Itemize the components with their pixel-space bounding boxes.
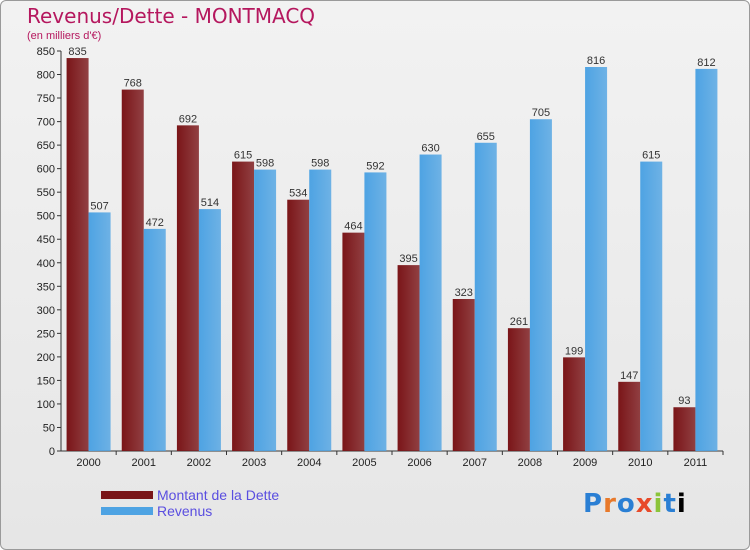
y-tick-label: 250	[37, 328, 55, 340]
debt-bar	[287, 199, 310, 451]
logo-letter: i	[653, 489, 664, 519]
logo-letter: x	[635, 489, 654, 519]
x-tick-label: 2000	[76, 457, 100, 469]
revenue-value-label: 812	[697, 57, 715, 69]
debt-value-label: 199	[565, 345, 583, 357]
debt-value-label: 93	[678, 395, 690, 407]
y-tick-label: 600	[37, 164, 55, 176]
revenue-bar	[640, 161, 663, 451]
revenue-value-label: 705	[532, 107, 550, 119]
debt-value-label: 692	[179, 113, 197, 125]
y-tick-label: 150	[37, 375, 55, 387]
x-tick-label: 2007	[463, 457, 487, 469]
revenue-value-label: 507	[90, 200, 108, 212]
revenue-value-label: 615	[642, 150, 660, 162]
y-tick-label: 850	[37, 46, 55, 58]
x-tick-label: 2003	[242, 457, 266, 469]
revenue-value-label: 816	[587, 55, 605, 67]
debt-value-label: 768	[124, 78, 142, 90]
x-tick-label: 2001	[132, 457, 156, 469]
debt-value-label: 395	[399, 253, 417, 265]
y-tick-label: 50	[43, 422, 55, 434]
y-tick-label: 550	[37, 187, 55, 199]
y-tick-label: 450	[37, 234, 55, 246]
revenue-value-label: 472	[146, 217, 164, 229]
revenue-bar	[364, 172, 387, 452]
x-tick-label: 2004	[297, 457, 321, 469]
logo-letter: o	[616, 489, 636, 519]
revenue-bar	[88, 212, 111, 451]
revenue-bar	[474, 142, 497, 451]
debt-bar	[673, 407, 696, 451]
y-tick-label: 350	[37, 281, 55, 293]
chart-subtitle: (en milliers d'€)	[27, 30, 102, 42]
debt-bar	[397, 265, 420, 451]
y-tick-label: 800	[37, 70, 55, 82]
logo-letter: t	[663, 489, 677, 519]
y-tick-label: 300	[37, 305, 55, 317]
revenue-value-label: 630	[421, 143, 439, 155]
x-tick-label: 2011	[684, 457, 708, 469]
legend-item-revenue: Revenus	[101, 503, 279, 519]
legend-swatch-revenue	[101, 507, 153, 515]
proxiti-logo: Proxiti	[583, 489, 687, 519]
revenue-bar	[198, 209, 221, 451]
x-tick-label: 2006	[407, 457, 431, 469]
x-tick-label: 2005	[352, 457, 376, 469]
legend-label-debt: Montant de la Dette	[157, 487, 280, 503]
revenue-value-label: 655	[477, 131, 495, 143]
revenue-bar	[585, 67, 608, 451]
y-tick-label: 400	[37, 258, 55, 270]
revenue-value-label: 514	[201, 197, 219, 209]
legend-item-debt: Montant de la Dette	[101, 487, 279, 503]
debt-value-label: 534	[289, 188, 307, 200]
legend: Montant de la Dette Revenus	[101, 487, 279, 519]
debt-value-label: 835	[68, 46, 86, 58]
debt-bar	[232, 161, 255, 451]
x-tick-label: 2008	[518, 457, 542, 469]
revenue-value-label: 598	[256, 158, 274, 170]
chart-title: Revenus/Dette - MONTMACQ	[27, 4, 316, 28]
revenue-value-label: 598	[311, 158, 329, 170]
logo-letter: i	[676, 489, 687, 519]
revenue-bar	[143, 228, 166, 451]
logo-letter: r	[603, 489, 617, 519]
y-tick-label: 200	[37, 352, 55, 364]
y-tick-label: 700	[37, 117, 55, 129]
revenue-bar	[695, 68, 718, 451]
debt-value-label: 464	[344, 221, 362, 233]
debt-bar	[452, 299, 475, 451]
debt-value-label: 147	[620, 370, 638, 382]
x-tick-label: 2010	[628, 457, 652, 469]
debt-bar	[563, 357, 586, 451]
legend-label-revenue: Revenus	[157, 503, 213, 519]
debt-bar	[121, 89, 144, 452]
revenue-bar	[529, 119, 552, 451]
debt-bar	[176, 125, 199, 452]
revenue-bar	[309, 169, 332, 451]
debt-bar	[618, 381, 641, 451]
debt-bar	[66, 58, 89, 451]
debt-value-label: 323	[455, 287, 473, 299]
legend-swatch-debt	[101, 491, 153, 499]
debt-bar	[342, 232, 365, 451]
y-tick-label: 750	[37, 93, 55, 105]
y-tick-label: 100	[37, 399, 55, 411]
x-tick-label: 2002	[187, 457, 211, 469]
revenue-value-label: 592	[366, 160, 384, 172]
y-tick-label: 0	[49, 446, 55, 458]
revenue-bar	[254, 169, 277, 451]
debt-value-label: 615	[234, 150, 252, 162]
y-tick-label: 500	[37, 211, 55, 223]
x-tick-label: 2009	[573, 457, 597, 469]
debt-bar	[507, 328, 530, 451]
y-tick-label: 650	[37, 140, 55, 152]
logo-letter: P	[583, 489, 604, 519]
revenue-bar	[419, 154, 442, 451]
debt-value-label: 261	[510, 316, 528, 328]
